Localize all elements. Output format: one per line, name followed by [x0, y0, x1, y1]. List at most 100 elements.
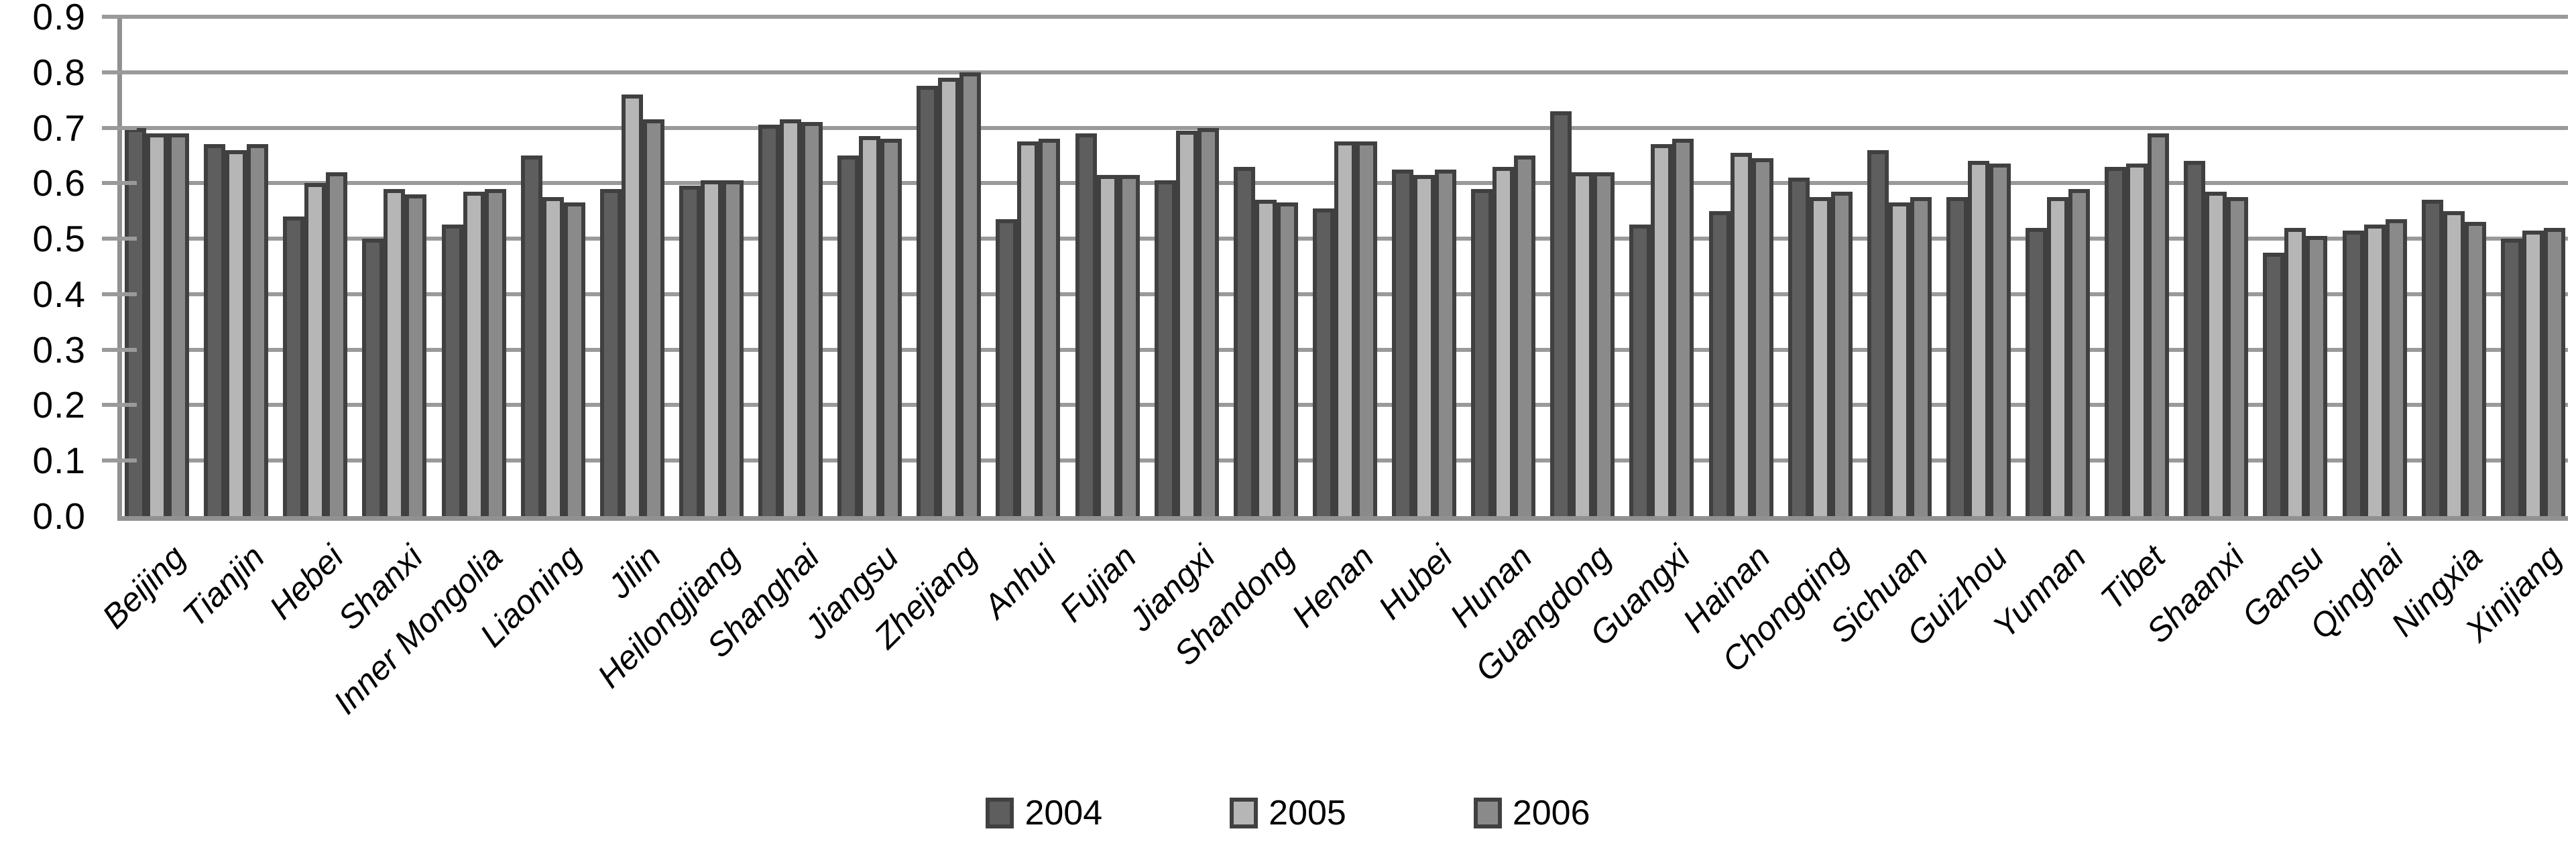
y-axis-tick-label: 0.4: [32, 273, 86, 315]
bar-2006: [1197, 127, 1219, 516]
bar-group-hunan: [1471, 17, 1536, 516]
bar-2006: [563, 202, 585, 516]
y-axis-tick: [102, 125, 137, 130]
bar-2004: [2105, 166, 2127, 516]
bar-2005: [1730, 152, 1752, 516]
x-axis-labels: Beijing Tianjin Hebei Shanxi Inner Mongolia L…: [95, 538, 2569, 786]
bar-group-jiangxi: [1154, 17, 1219, 516]
bar-group-yunnan: [2026, 17, 2090, 516]
x-axis-label: Jilin: [600, 538, 668, 606]
bar-2004: [2263, 252, 2285, 516]
bar-2005: [700, 180, 722, 516]
bar-2005: [1888, 202, 1910, 516]
bar-group-zhejiang: [917, 17, 982, 516]
bar-2006: [880, 139, 902, 516]
gridline: [122, 70, 2568, 74]
y-axis-tick: [102, 15, 137, 19]
bar-2005: [463, 191, 485, 516]
bar-2005: [304, 183, 327, 516]
bar-2004: [441, 225, 463, 516]
x-axis-label: Tianjin: [175, 538, 272, 635]
bar-2006: [642, 119, 664, 516]
bar-group-hebei: [283, 17, 348, 516]
bar-group-ningxia: [2421, 17, 2486, 516]
y-axis-tick: [102, 70, 137, 74]
bar-2004: [125, 127, 146, 516]
bar-2006: [1751, 158, 1773, 516]
bar-2006: [2385, 219, 2407, 516]
bar-groups: [122, 17, 2568, 516]
bar-2006: [1593, 172, 1615, 516]
bar-group-sichuan: [1867, 17, 1932, 516]
y-axis-tick-label: 0.5: [32, 218, 86, 260]
bar-2006: [2148, 133, 2170, 516]
bar-group-guangxi: [1629, 17, 1694, 516]
bar-group-shanghai: [758, 17, 823, 516]
bar-2006: [959, 72, 982, 516]
bar-2005: [2126, 164, 2148, 516]
bar-2004: [996, 219, 1018, 516]
x-axis-label: Hubei: [1371, 538, 1460, 627]
bar-group-jiangsu: [837, 17, 902, 516]
y-axis-tick: [102, 458, 137, 463]
bar-2005: [780, 119, 801, 516]
bar-2005: [2205, 191, 2227, 516]
y-axis-tick: [102, 347, 137, 352]
legend-swatch-2006: [1473, 798, 1502, 828]
bar-2006: [2543, 227, 2565, 516]
plot-area: [102, 15, 2568, 521]
bar-2006: [1514, 155, 1536, 516]
bar-2005: [2363, 225, 2386, 516]
bar-2005: [1572, 172, 1594, 516]
bar-2004: [362, 239, 384, 516]
bar-group-gansu: [2263, 17, 2328, 516]
bar-2006: [1039, 139, 1061, 516]
bar-2006: [2227, 197, 2249, 516]
bar-2006: [721, 180, 744, 516]
legend-item-2004: 2004: [986, 796, 1102, 830]
bar-2005: [2284, 227, 2306, 516]
bar-2005: [1254, 200, 1277, 516]
x-axis-label: Beijing: [95, 538, 193, 636]
y-axis-tick-label: 0.3: [32, 328, 86, 371]
legend-item-2006: 2006: [1473, 796, 1590, 830]
bar-2006: [1989, 164, 2011, 516]
bar-2004: [1708, 210, 1731, 516]
bar-2004: [1629, 225, 1651, 516]
y-axis-tick-label: 0.1: [32, 440, 86, 482]
bar-2004: [1788, 178, 1810, 516]
bar-2004: [2500, 239, 2522, 516]
bar-group-henan: [1312, 17, 1377, 516]
legend-swatch-2004: [986, 798, 1014, 828]
bar-2006: [484, 188, 506, 516]
bar-2005: [1492, 166, 1515, 516]
bar-2004: [1946, 197, 1968, 516]
bar-2006: [168, 133, 189, 516]
y-axis-tick: [102, 237, 137, 241]
bar-2004: [2184, 161, 2206, 516]
bar-group-heilongjiang: [679, 17, 744, 516]
bar-2006: [405, 194, 427, 516]
bar-2004: [1471, 188, 1493, 516]
bar-2005: [1967, 161, 1989, 516]
bar-group-jilin: [599, 17, 664, 516]
bar-2004: [1312, 208, 1334, 516]
x-axis-label: Henan: [1284, 538, 1381, 635]
legend-label-2005: 2005: [1269, 794, 1346, 832]
bar-group-shandong: [1233, 17, 1298, 516]
bar-2006: [2068, 188, 2090, 516]
bar-2005: [621, 94, 643, 516]
bar-2005: [1175, 130, 1197, 516]
bar-2006: [2306, 235, 2328, 516]
bar-group-tibet: [2105, 17, 2170, 516]
bar-2004: [758, 125, 780, 516]
bar-2006: [247, 144, 269, 516]
bar-2004: [520, 155, 542, 516]
bar-group-liaoning: [520, 17, 585, 516]
bar-2004: [917, 86, 939, 516]
bar-group-hainan: [1708, 17, 1773, 516]
bar-2006: [1355, 141, 1377, 516]
bar-group-tianjin: [204, 17, 269, 516]
gridline: [122, 125, 2568, 130]
